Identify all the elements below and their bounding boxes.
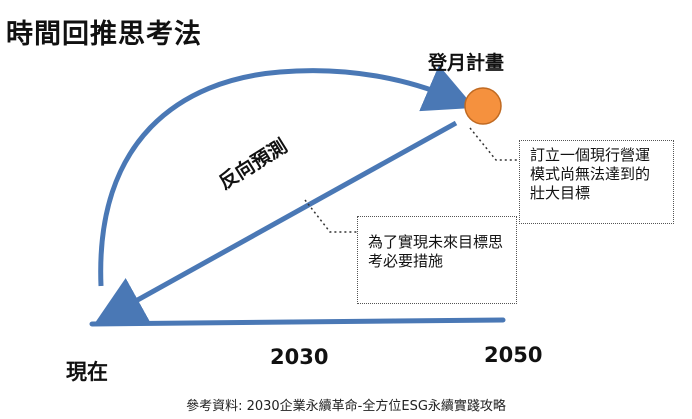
goal-label: 登月計畫 (428, 52, 505, 74)
goal-note-leader (469, 127, 519, 161)
goal-note: 訂立一個現行營運模式尚無法達到的壯大目標 (519, 140, 674, 224)
page-title: 時間回推思考法 (6, 19, 202, 50)
timeline-now-label: 現在 (66, 360, 108, 384)
forward-curve-arrow (98, 65, 475, 287)
action-note-leader (304, 199, 357, 233)
timeline-line (89, 317, 506, 327)
backcast-arrow (94, 120, 458, 325)
goal-circle (464, 87, 502, 125)
action-note: 為了實現未來目標思考必要措施 (357, 216, 517, 304)
reference-caption: 參考資料: 2030企業永續革命-全方位ESG永續實踐攻略 (186, 399, 506, 414)
timeline-2030-label: 2030 (270, 345, 329, 369)
timeline-2050-label: 2050 (484, 343, 543, 367)
